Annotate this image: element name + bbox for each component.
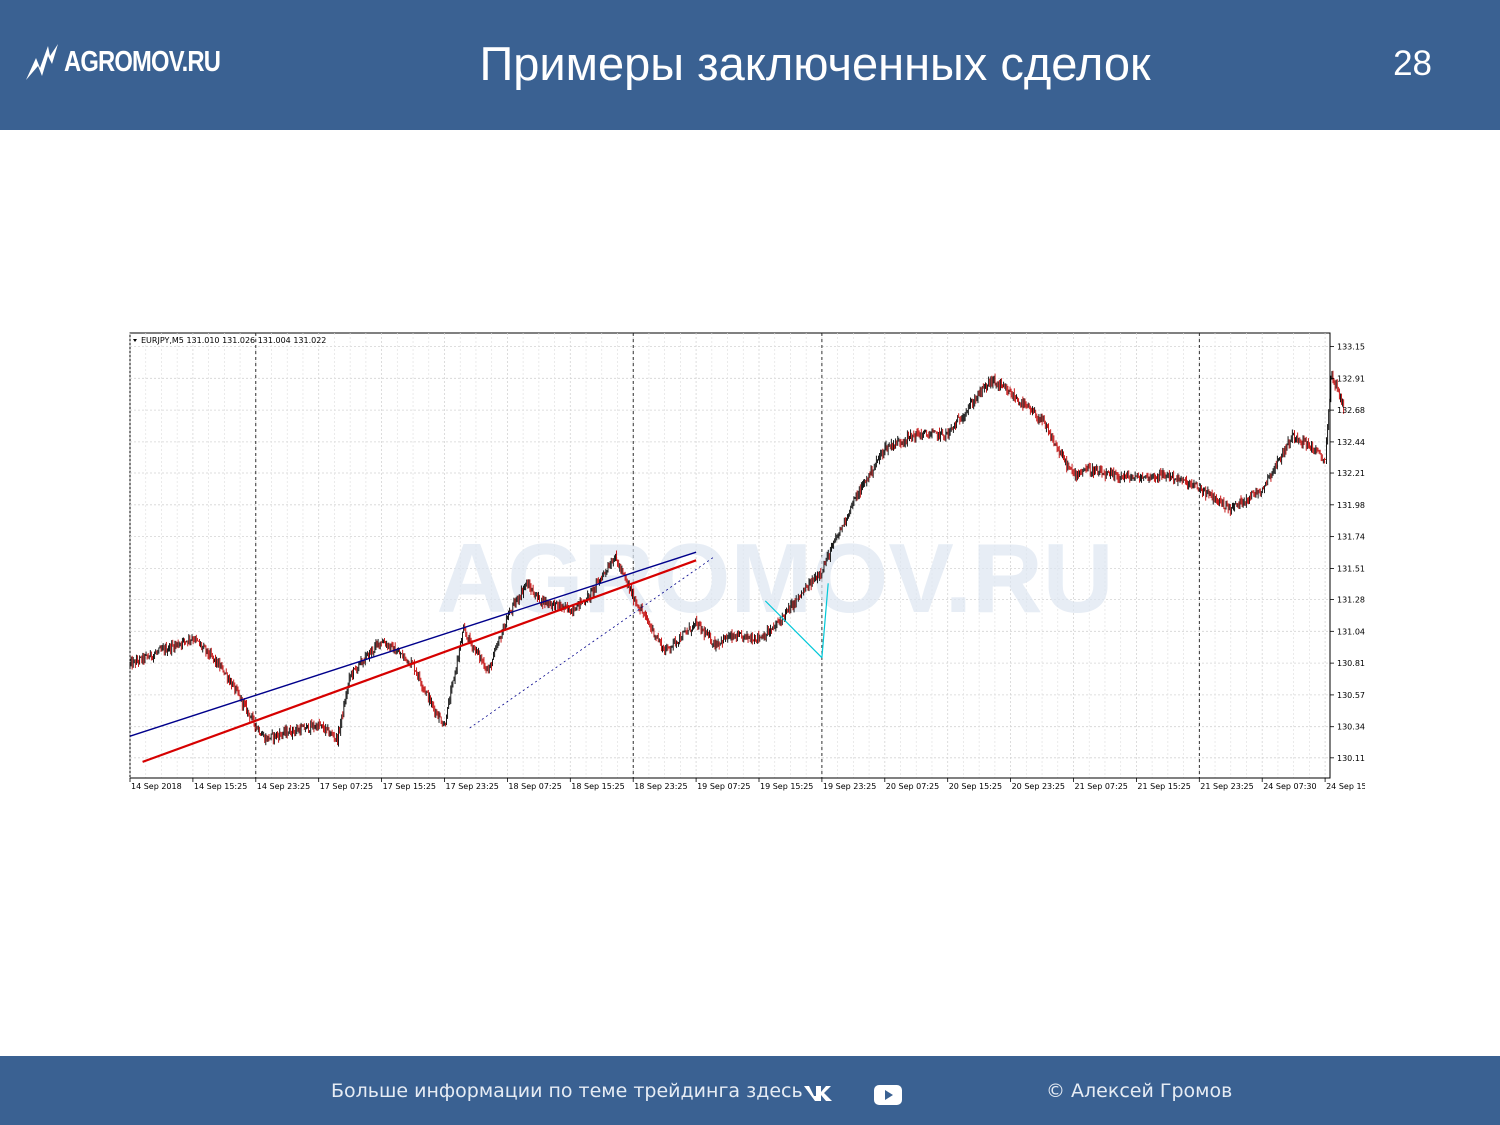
trend-line-cyan-down [764, 600, 823, 659]
chart-svg: AGROMOV.RU 133.150 132.915 132.680 132.445 1… [129, 332, 1365, 791]
x-tick-label: 21 Sep 07:25 [1075, 782, 1128, 791]
trend-line-channel-lower [142, 559, 697, 763]
footer-bar: Больше информации по теме трейдинга здес… [0, 1056, 1500, 1125]
copyright-text: © Алексей Громов [1046, 1080, 1233, 1102]
x-tick-label: 24 Sep 07:30 [1263, 782, 1316, 791]
brand-logo[interactable]: AGROMOV.RU [24, 40, 254, 84]
page-title: Примеры заключенных сделок [479, 37, 1151, 90]
y-tick-label: 131.280 [1337, 596, 1365, 605]
x-tick-label: 24 Sep 15:30 [1326, 782, 1365, 791]
x-tick-label: 17 Sep 23:25 [446, 782, 499, 791]
x-tick-label: 17 Sep 15:25 [383, 782, 436, 791]
x-tick-label: 19 Sep 07:25 [697, 782, 750, 791]
y-tick-label: 132.680 [1337, 406, 1365, 415]
y-tick-label: 130.575 [1337, 691, 1365, 700]
y-tick-label: 131.510 [1337, 564, 1365, 573]
y-tick-label: 131.745 [1337, 533, 1365, 542]
x-tick-label: 20 Sep 07:25 [886, 782, 939, 791]
x-tick-label: 14 Sep 15:25 [194, 782, 247, 791]
y-tick-label: 131.980 [1337, 501, 1365, 510]
x-tick-label: 21 Sep 23:25 [1200, 782, 1253, 791]
y-tick-label: 130.810 [1337, 659, 1365, 668]
vk-icon[interactable] [803, 1084, 835, 1102]
x-tick-label: 21 Sep 15:25 [1137, 782, 1190, 791]
footer-info-text: Больше информации по теме трейдинга здес… [331, 1080, 803, 1102]
y-tick-label: 131.045 [1337, 627, 1365, 636]
x-tick-label: 18 Sep 23:25 [634, 782, 687, 791]
trend-line-channel-upper [129, 551, 697, 737]
price-chart: AGROMOV.RU 133.150 132.915 132.680 132.445 1… [125, 330, 1365, 795]
x-tick-label: 14 Sep 23:25 [257, 782, 310, 791]
x-tick-label: 17 Sep 07:25 [320, 782, 373, 791]
symbol-header: EURJPY,M5 131.010 131.026 131.004 131.02… [141, 336, 326, 345]
y-tick-label: 132.915 [1337, 374, 1365, 383]
y-tick-label: 130.340 [1337, 723, 1365, 732]
x-tick-label: 18 Sep 07:25 [508, 782, 561, 791]
y-tick-label: 132.215 [1337, 469, 1365, 478]
x-tick-label: 19 Sep 15:25 [760, 782, 813, 791]
x-tick-label: 18 Sep 15:25 [571, 782, 624, 791]
x-tick-label: 19 Sep 23:25 [823, 782, 876, 791]
logo-text: AGROMOV.RU [64, 45, 221, 78]
trend-line-cyan-up [821, 583, 829, 658]
x-tick-label: 20 Sep 15:25 [949, 782, 1002, 791]
x-tick-label: 20 Sep 23:25 [1012, 782, 1065, 791]
youtube-icon[interactable] [874, 1085, 902, 1105]
y-tick-label: 130.110 [1337, 754, 1365, 763]
y-tick-label: 132.445 [1337, 438, 1365, 447]
dropdown-icon[interactable] [133, 339, 137, 342]
watermark: AGROMOV.RU [436, 523, 1113, 633]
lightning-logo-icon [26, 44, 58, 80]
x-tick-label: 14 Sep 2018 [131, 782, 182, 791]
page-number: 28 [1393, 44, 1432, 83]
header-bar: AGROMOV.RU Примеры заключенных сделок 28 [0, 0, 1500, 130]
y-tick-label: 133.150 [1337, 343, 1365, 352]
